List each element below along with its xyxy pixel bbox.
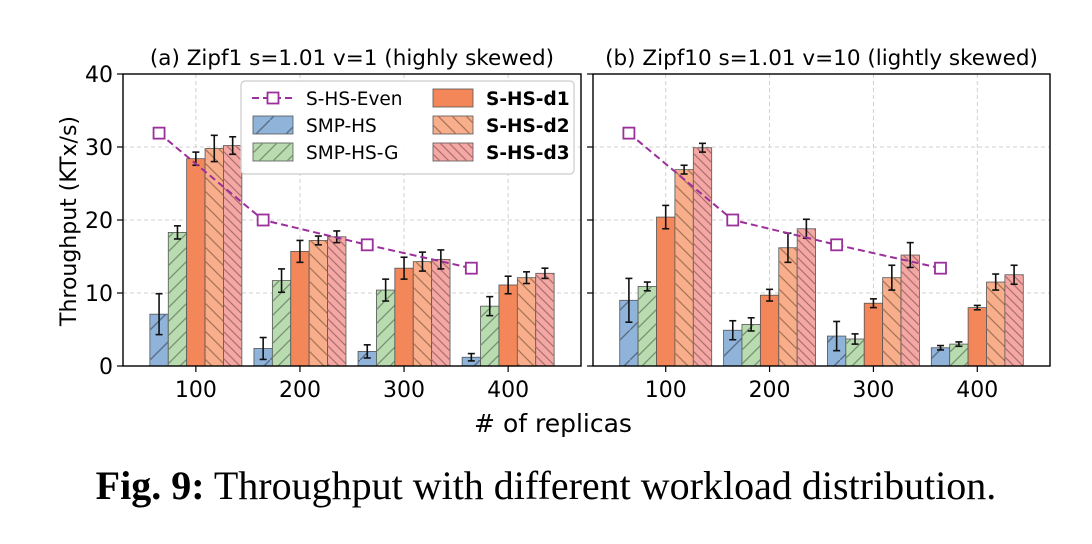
x-tick-label: 300 [852, 378, 894, 403]
bar-hatch-s-hs-d2 [309, 240, 328, 366]
bar-hatch-smp-hs-g [638, 286, 657, 366]
x-tick-label: 400 [487, 378, 529, 403]
bar-s-hs-d1 [656, 216, 676, 367]
line-marker [622, 126, 636, 140]
legend-swatch-marker [266, 91, 280, 105]
legend-swatch-s-hs-d1 [432, 88, 474, 108]
panel-title: (b) Zipf10 s=1.01 v=10 (lightly skewed) [605, 46, 1038, 71]
line-marker [464, 261, 478, 275]
legend-label-s-hs-d3: S-HS-d3 [486, 143, 570, 164]
x-tick-label: 400 [956, 378, 998, 403]
x-tick-label: 200 [279, 378, 321, 403]
line-marker [726, 213, 740, 227]
x-tick-label: 200 [749, 378, 791, 403]
bar-hatch-s-hs-d3 [431, 259, 451, 366]
bar-hatch-smp-hs [931, 347, 950, 366]
bar-s-hs-d1 [290, 250, 310, 367]
bar-hatch-smp-hs [723, 330, 742, 366]
panel-b: 100 200 300 400 (b) Zipf10 s=1.01 v=10 (ligh… [587, 46, 1051, 403]
bar-s-hs-d1 [759, 294, 780, 367]
legend-label-s-hs-d2: S-HS-d2 [486, 116, 570, 137]
bar-hatch-smp-hs [149, 314, 169, 366]
bar-hatch-s-hs-d3 [693, 147, 712, 366]
y-tick-label: 20 [85, 209, 113, 234]
bar-hatch-s-hs-d3 [1004, 274, 1024, 366]
legend-swatch-hatch [433, 116, 473, 134]
bar-hatch-s-hs-d2 [674, 169, 694, 366]
bar-hatch-s-hs-d2 [517, 277, 536, 366]
bar-hatch-s-hs-d2 [205, 148, 224, 366]
x-tick-label: 100 [175, 378, 217, 403]
x-tick-label: 100 [645, 378, 687, 403]
legend-label-s-hs-even: S-HS-Even [306, 89, 403, 110]
legend-label-s-hs-d1: S-HS-d1 [486, 89, 570, 110]
y-tick-label: 40 [85, 63, 113, 88]
bar-hatch-s-hs-d3 [223, 145, 242, 366]
panel-a: 0 10 20 30 40 100 200 300 400 (a) Zipf1 s=1.01 v=… [85, 46, 582, 403]
legend-swatch-hatch [253, 143, 293, 161]
bar-hatch-s-hs-d3 [901, 255, 920, 366]
panel-title: (a) Zipf1 s=1.01 v=1 (highly skewed) [150, 46, 554, 71]
bar-hatch-s-hs-d2 [882, 277, 902, 366]
figure-caption: Fig. 9: Throughput with different worklo… [0, 462, 1092, 509]
line-s-hs-even [158, 132, 472, 270]
bar-hatch-s-hs-d2 [778, 247, 798, 366]
line-s-hs-even [628, 132, 941, 270]
legend-swatch-hatch [433, 143, 473, 161]
bar-hatch-s-hs-d3 [327, 236, 346, 366]
bar-s-hs-d1 [394, 267, 414, 367]
bar-hatch-smp-hs-g [272, 280, 291, 366]
legend-label-smp-hs: SMP-HS [306, 116, 377, 137]
line-marker [934, 261, 947, 275]
y-axis-label: Throughput (KTx/s) [57, 116, 82, 327]
line-marker [360, 238, 374, 252]
bar-hatch-smp-hs-g [480, 306, 499, 366]
bar-hatch-smp-hs-g [845, 338, 865, 366]
y-tick-label: 30 [85, 136, 113, 161]
legend-label-smp-hs-g: SMP-HS-G [306, 143, 398, 164]
bar-s-hs-d1 [186, 158, 206, 367]
bar-hatch-smp-hs-g [949, 344, 969, 366]
legend-swatch-hatch [253, 116, 293, 134]
bar-hatch-smp-hs [619, 300, 639, 366]
caption-text: Throughput with different workload distr… [213, 463, 997, 508]
x-axis-label: # of replicas [474, 409, 632, 438]
bar-hatch-smp-hs-g [741, 324, 761, 366]
bar-hatch-s-hs-d2 [986, 282, 1005, 366]
line-marker [830, 238, 844, 252]
bar-hatch-s-hs-d3 [797, 228, 816, 366]
bar-hatch-smp-hs-g [376, 290, 395, 366]
bar-hatch-s-hs-d3 [535, 273, 555, 366]
caption-label: Fig. 9: [95, 463, 205, 508]
x-tick-label: 300 [383, 378, 425, 403]
bar-hatch-smp-hs-g [168, 232, 187, 366]
line-marker [256, 213, 270, 227]
line-marker [152, 126, 166, 140]
bar-s-hs-d1 [498, 284, 518, 367]
y-tick-label: 10 [85, 282, 113, 307]
bar-s-hs-d1 [967, 307, 987, 367]
legend: S-HS-Even SMP-HS SMP-HS-G S-HS-d1 S-HS-d2 S-H… [240, 80, 575, 175]
y-tick-label: 0 [99, 355, 113, 380]
bar-hatch-s-hs-d2 [413, 261, 432, 366]
legend-frame [240, 80, 575, 175]
bar-s-hs-d1 [863, 302, 884, 367]
